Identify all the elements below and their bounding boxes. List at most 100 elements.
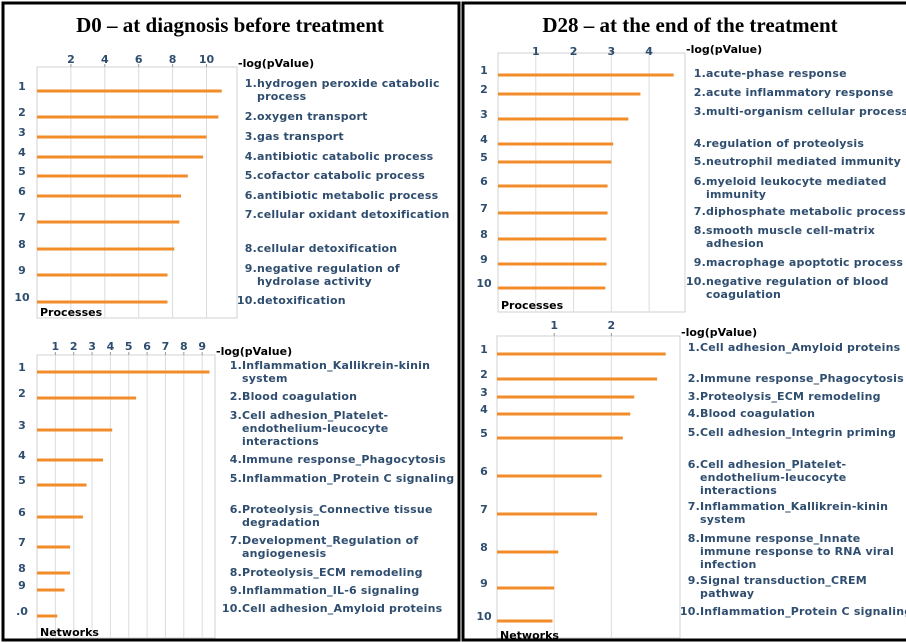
y-tick-label: 9 [480,253,488,266]
y-tick-label: 6 [18,185,26,198]
item-label: Proteolysis_ECM remodeling [700,390,881,403]
x-tick-label: 6 [143,340,151,353]
legend-item: 5. Inflammation_Protein C signaling [220,472,462,485]
legend-item: 3. Proteolysis_ECM remodeling [678,390,906,403]
y-tick-label: 4 [18,449,26,462]
legend-item: 3. gas transport [235,130,452,143]
item-number: 5. [687,426,700,439]
item-number: 7. [687,500,700,513]
item-label: Cell adhesion_Platelet-endothelium-leuco… [242,409,389,448]
y-tick-label: 6 [480,465,488,478]
item-number: 5. [693,155,706,168]
item-label: smooth muscle cell-matrix adhesion [706,224,875,250]
item-label: Cell adhesion_Integrin priming [700,426,897,439]
y-tick-label: 6 [480,175,488,188]
item-label: macrophage apoptotic process [706,256,904,269]
bar [497,474,602,478]
item-label: Development_Regulation of angiogenesis [242,534,419,560]
y-tick-label: 6 [18,506,26,519]
item-label: Inflammation_Kallikrein-kinin system [242,359,431,385]
item-label: Inflammation_IL-6 signaling [242,584,420,597]
item-label: Signal transduction_CREM pathway [700,574,867,600]
item-label: Inflammation_Protein C signaling [242,472,455,485]
item-label: Inflammation_Protein C signaling [700,605,906,618]
y-tick-label: 9 [18,264,26,277]
x-tick-label: 8 [169,53,177,66]
y-tick-label: 3 [18,126,26,139]
item-label: cofactor catabolic process [257,169,425,182]
bar [498,286,606,290]
item-number: 2. [229,390,242,403]
y-tick-label: 10 [476,277,492,290]
plot-frame [496,335,681,639]
y-tick-label: 7 [480,202,488,215]
legend-item: 3. Cell adhesion_Platelet-endothelium-leu… [220,409,462,448]
panel-title: D28 – at the end of the treatment [542,13,837,37]
item-label: cellular detoxification [257,242,398,255]
item-label: oxygen transport [257,110,368,123]
item-label: Cell adhesion_Amyloid proteins [242,602,443,615]
item-number: 4. [687,407,700,420]
x-tick-label: 2 [570,45,578,58]
bar [498,117,629,121]
bar [37,273,168,277]
bar [37,89,222,93]
legend-item: 9. Inflammation_IL-6 signaling [220,584,462,597]
legend-item: 7. diphosphate metabolic process [684,205,906,218]
item-number: 9. [693,256,706,269]
item-label: Immune response_Phagocytosis [242,453,446,466]
item-number: 6. [244,189,257,202]
item-number: 1. [229,359,242,372]
bar [498,142,614,146]
panel-label: Processes [40,306,103,319]
legend-item: 10. Cell adhesion_Amyloid proteins [220,602,462,615]
bar [37,174,188,178]
item-number: 10. [679,605,700,618]
bar [497,586,555,590]
y-tick-label: 9 [480,577,488,590]
legend-item: 4. antibiotic catabolic process [235,150,452,163]
y-tick-label: 10 [476,610,492,623]
panel-label: Networks [500,629,559,642]
bar [498,262,607,266]
item-number: 6. [687,458,700,471]
y-tick-label: 5 [480,151,488,164]
legend-item: 1. acute-phase response [684,67,906,80]
legend-item: 1. hydrogen peroxide catabolic process [235,77,452,103]
panel-label: Processes [501,299,564,312]
bar [37,220,180,224]
bar [37,588,65,592]
item-label: diphosphate metabolic process [706,205,906,218]
item-label: negative regulation of hydrolase activit… [257,262,400,288]
legend-item: 10. negative regulation of blood coagulat… [684,275,906,301]
legend-item: 8. smooth muscle cell-matrix adhesion [684,224,906,250]
item-number: 9. [244,262,257,275]
legend-item: 6. antibiotic metabolic process [235,189,452,202]
legend-item: 7. Inflammation_Kallikrein-kinin system [678,500,906,526]
x-tick-label: 5 [125,340,133,353]
x-tick-label: 10 [199,53,215,66]
legend-item: 6. myeloid leukocyte mediated immunity [684,175,906,201]
item-number: 5. [244,169,257,182]
y-tick-label: 1 [18,361,26,374]
item-label: multi-organism cellular process [706,105,906,118]
item-number: 7. [229,534,242,547]
bar [37,515,83,519]
y-tick-label: 7 [18,536,26,549]
bar [497,619,553,623]
bar [497,512,598,516]
legend-item: 8. Immune response_Innate immune response… [678,532,906,571]
legend-item: 2. oxygen transport [235,110,452,123]
item-number: 8. [244,242,257,255]
item-number: 8. [229,566,242,579]
bar [37,545,71,549]
bar [498,92,641,96]
item-number: 8. [693,224,706,237]
item-label: Inflammation_Kallikrein-kinin system [700,500,889,526]
panel-border [1,1,461,642]
legend-item: 7. Development_Regulation of angiogenesis [220,534,462,560]
item-number: 7. [693,205,706,218]
item-number: 2. [687,372,700,385]
item-number: 1. [244,77,257,90]
legend-item: 8. Proteolysis_ECM remodeling [220,566,462,579]
